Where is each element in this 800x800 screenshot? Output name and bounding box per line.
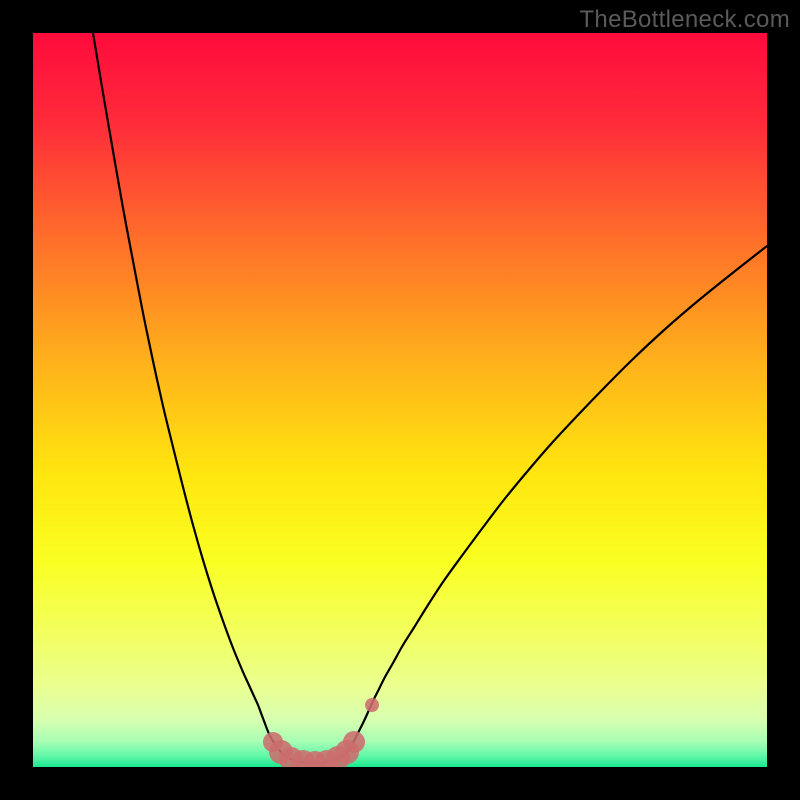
gradient-background	[33, 33, 767, 767]
plot-area	[33, 33, 767, 767]
watermark-text: TheBottleneck.com	[579, 6, 790, 34]
marker-point	[343, 731, 365, 753]
marker-point	[365, 698, 379, 712]
chart-svg	[33, 33, 767, 767]
